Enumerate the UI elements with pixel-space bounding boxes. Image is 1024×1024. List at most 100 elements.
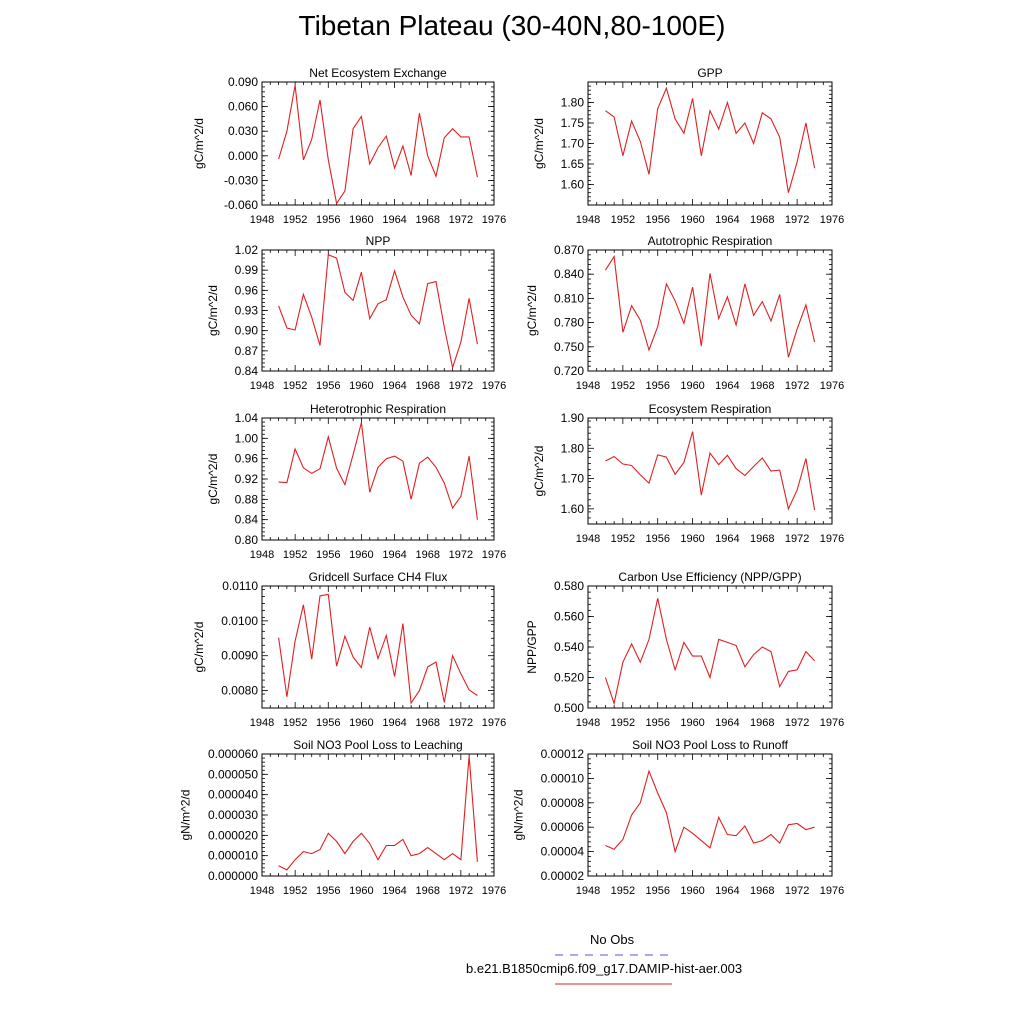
x-tick-label: 1964 [382, 214, 406, 226]
y-tick-label: 0.870 [554, 243, 584, 257]
x-tick-label: 1976 [482, 380, 506, 392]
y-tick-label: 0.84 [235, 513, 259, 527]
y-tick-label: 0.87 [235, 344, 259, 358]
x-tick-label: 1976 [820, 380, 844, 392]
x-tick-label: 1976 [482, 717, 506, 729]
x-tick-label: 1976 [820, 717, 844, 729]
x-tick-label: 1952 [283, 549, 307, 561]
x-tick-label: 1968 [415, 380, 439, 392]
y-tick-label: 0.000040 [208, 788, 258, 802]
x-tick-label: 1952 [283, 717, 307, 729]
y-axis-label: gC/m^2/d [525, 285, 539, 336]
chart-title: Soil NO3 Pool Loss to Runoff [632, 738, 789, 752]
y-tick-label: 0.00004 [541, 845, 585, 859]
x-tick-label: 1960 [349, 549, 373, 561]
plot-frame [261, 585, 495, 709]
chart-panel-3: NPP 1948 1952 1956 1960 1964 1968 1972 1976 0.84 0… [206, 234, 506, 392]
y-tick-label: 0.0100 [221, 614, 258, 628]
y-axis-label: NPP/GPP [525, 620, 539, 673]
x-tick-label: 1968 [415, 885, 439, 897]
y-tick-label: 0.00012 [541, 747, 585, 761]
y-tick-label: 0.96 [235, 283, 259, 297]
x-tick-label: 1968 [415, 549, 439, 561]
chart-panel-7: Gridcell Surface CH4 Flux 1948 1952 1956 196… [192, 570, 506, 729]
x-tick-label: 1964 [715, 885, 739, 897]
y-tick-label: 1.02 [235, 243, 259, 257]
x-tick-label: 1956 [316, 549, 340, 561]
y-tick-label: 0.030 [228, 124, 258, 138]
y-tick-label: 0.840 [554, 267, 584, 281]
y-tick-label: 0.000050 [208, 767, 258, 781]
plot-frame [587, 249, 833, 372]
x-tick-label: 1976 [482, 885, 506, 897]
y-tick-label: 0.80 [235, 533, 259, 547]
y-axis-label: gC/m^2/d [532, 446, 546, 497]
chart-title: Autotrophic Respiration [648, 234, 773, 248]
chart-panel-8: Carbon Use Efficiency (NPP/GPP) 1948 1952 1… [525, 570, 844, 729]
x-tick-label: 1960 [680, 533, 704, 545]
y-axis-label: gC/m^2/d [206, 285, 220, 336]
x-tick-label: 1948 [576, 717, 600, 729]
y-tick-label: 0.090 [228, 75, 258, 89]
y-tick-label: 0.750 [554, 340, 584, 354]
x-tick-label: 1972 [449, 380, 473, 392]
x-tick-label: 1952 [283, 885, 307, 897]
x-tick-label: 1976 [820, 885, 844, 897]
x-tick-label: 1972 [785, 380, 809, 392]
y-tick-label: 0.90 [235, 324, 259, 338]
plot-frame [587, 81, 833, 206]
y-tick-label: 0.0090 [221, 649, 258, 663]
y-tick-label: 0.84 [235, 364, 259, 378]
x-tick-label: 1952 [611, 885, 635, 897]
x-tick-label: 1972 [449, 717, 473, 729]
chart-title: Soil NO3 Pool Loss to Leaching [293, 738, 462, 752]
chart-title: Ecosystem Respiration [649, 402, 772, 416]
x-tick-label: 1956 [645, 885, 669, 897]
series-line-1 [605, 431, 816, 511]
y-tick-label: 0.00010 [541, 771, 585, 785]
y-tick-label: 0.00008 [541, 796, 585, 810]
y-axis-label: gN/m^2/d [179, 790, 193, 841]
y-tick-label: 0.000000 [208, 869, 258, 883]
y-tick-label: 1.75 [561, 116, 585, 130]
x-tick-label: 1952 [611, 380, 635, 392]
x-tick-label: 1976 [482, 549, 506, 561]
chart-panel-4: Autotrophic Respiration 1948 1952 1956 1960 1… [525, 234, 844, 392]
y-tick-label: 1.70 [561, 472, 585, 486]
y-tick-label: 0.000020 [208, 828, 258, 842]
x-tick-label: 1968 [415, 717, 439, 729]
y-tick-label: 0.00006 [541, 820, 585, 834]
y-tick-label: 1.70 [561, 137, 585, 151]
x-tick-label: 1948 [576, 885, 600, 897]
y-tick-label: 0.500 [554, 701, 584, 715]
x-tick-label: 1964 [382, 549, 406, 561]
y-tick-label: 0.99 [235, 263, 259, 277]
y-tick-label: 0.0080 [221, 684, 258, 698]
x-tick-label: 1956 [316, 214, 340, 226]
y-tick-label: 0.0110 [222, 579, 258, 593]
plot-frame [261, 417, 495, 541]
y-tick-label: 0.560 [554, 610, 584, 624]
y-axis-label: gN/m^2/d [511, 790, 525, 841]
x-tick-label: 1976 [820, 533, 844, 545]
x-tick-label: 1968 [415, 214, 439, 226]
chart-title: GPP [697, 66, 722, 80]
x-tick-label: 1956 [645, 717, 669, 729]
x-tick-label: 1964 [715, 214, 739, 226]
y-tick-label: 0.000030 [208, 808, 258, 822]
x-tick-label: 1960 [349, 717, 373, 729]
x-tick-label: 1960 [349, 380, 373, 392]
x-tick-label: 1948 [250, 717, 274, 729]
y-tick-label: 0.88 [235, 492, 259, 506]
y-axis-label: gC/m^2/d [192, 118, 206, 169]
x-tick-label: 1948 [250, 214, 274, 226]
x-tick-label: 1968 [750, 885, 774, 897]
y-axis-label: gC/m^2/d [532, 118, 546, 169]
x-tick-label: 1972 [785, 533, 809, 545]
y-tick-label: 1.80 [561, 441, 585, 455]
series-line-1 [278, 755, 478, 871]
x-tick-label: 1968 [750, 380, 774, 392]
y-tick-label: 1.90 [561, 411, 585, 425]
x-tick-label: 1972 [785, 885, 809, 897]
x-tick-label: 1964 [382, 717, 406, 729]
